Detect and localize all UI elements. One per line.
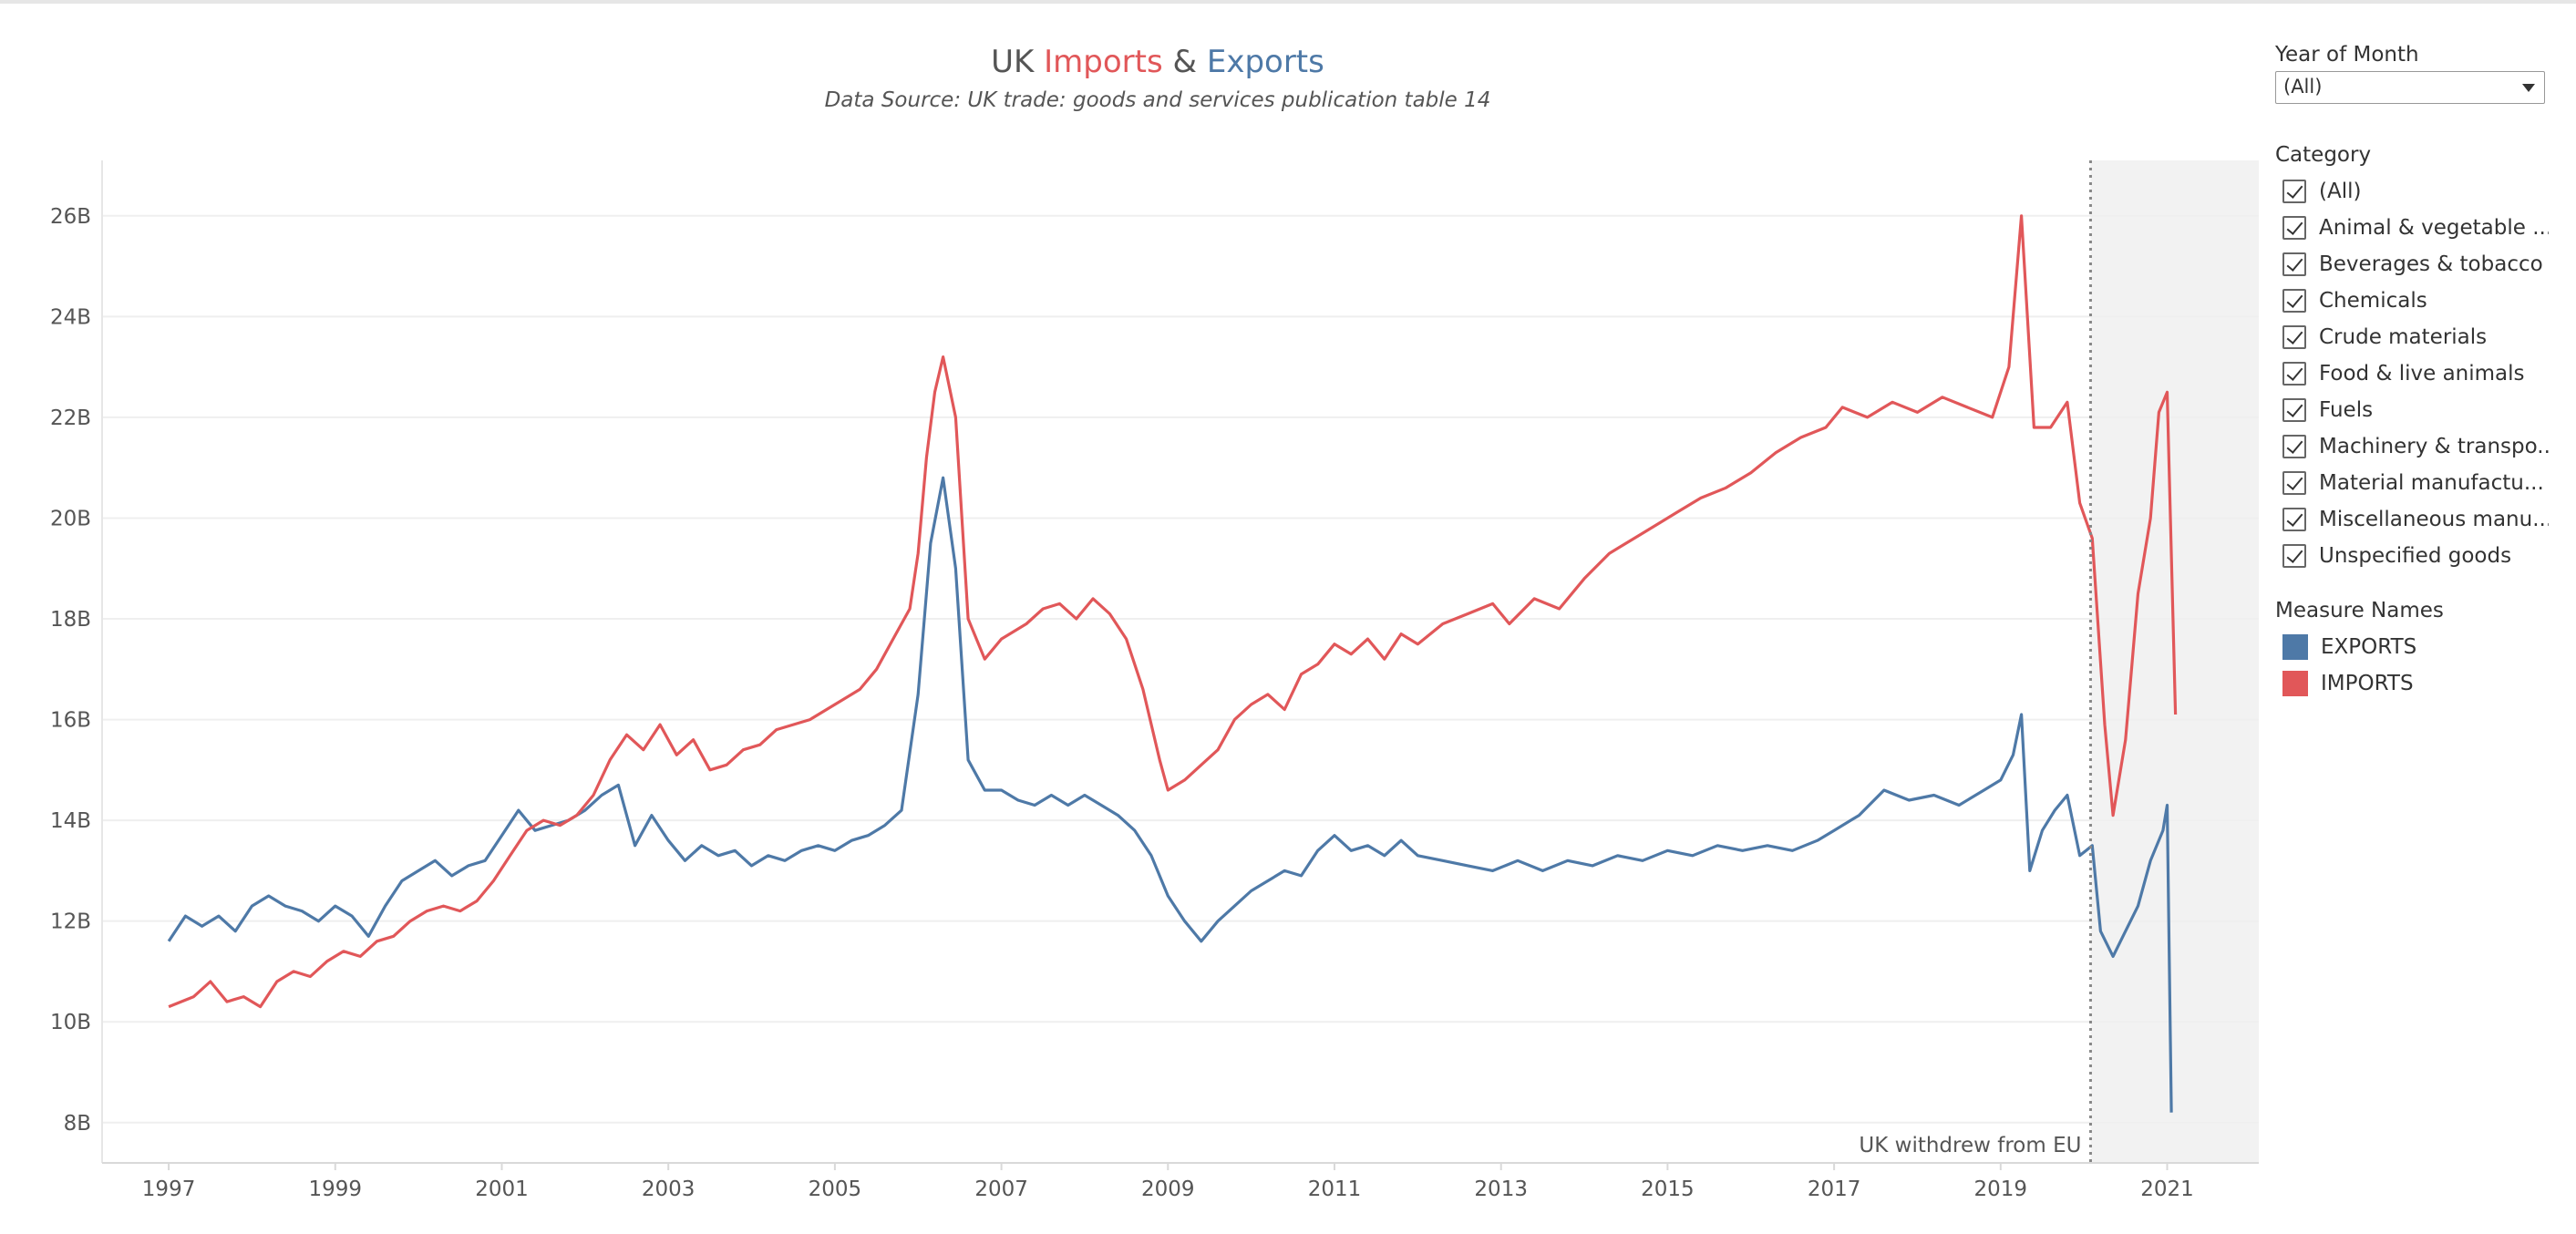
legend-title: Measure Names <box>2275 599 2444 622</box>
category-label: Unspecified goods <box>2319 544 2512 568</box>
category-filter-title: Category <box>2275 143 2372 167</box>
annotation-layer: UK withdrew from EU <box>1859 160 2092 1163</box>
x-tick-label: 2007 <box>974 1177 1028 1201</box>
chart-subtitle: Data Source: UK trade: goods and service… <box>824 88 1491 112</box>
withdrawal-annotation-label: UK withdrew from EU <box>1859 1134 2081 1157</box>
chart-header: UK Imports & Exports Data Source: UK tra… <box>100 42 2215 115</box>
legend-swatch-exports <box>2282 634 2308 660</box>
x-tick-label: 2005 <box>809 1177 862 1201</box>
x-tick-label: 2003 <box>642 1177 696 1201</box>
dropdown-value: (All) <box>2283 76 2323 98</box>
x-tick-label: 2021 <box>2140 1177 2194 1201</box>
y-tick-label: 20B <box>50 507 91 530</box>
x-tick-label: 2017 <box>1808 1177 1861 1201</box>
y-tick-label: 18B <box>50 608 91 632</box>
category-item-chemicals[interactable]: Chemicals <box>2275 283 2549 319</box>
checkbox-checked-icon[interactable] <box>2282 325 2306 349</box>
legend-label-exports: EXPORTS <box>2321 635 2417 659</box>
legend-label-imports: IMPORTS <box>2321 672 2414 695</box>
x-tick-label: 2015 <box>1641 1177 1695 1201</box>
x-tick-label: 2011 <box>1308 1177 1362 1201</box>
chart-title: UK Imports & Exports <box>100 42 2215 82</box>
category-item-material-manufactures[interactable]: Material manufactu... <box>2275 465 2549 501</box>
x-tick-label: 2009 <box>1141 1177 1195 1201</box>
checkbox-checked-icon[interactable] <box>2282 362 2306 386</box>
category-label: Fuels <box>2319 398 2374 422</box>
title-part-imports: Imports <box>1044 44 1163 80</box>
checkbox-checked-icon[interactable] <box>2282 435 2306 458</box>
category-item-animal-vegetable[interactable]: Animal & vegetable ... <box>2275 210 2549 246</box>
checkbox-checked-icon[interactable] <box>2282 544 2306 568</box>
category-item-unspecified[interactable]: Unspecified goods <box>2275 538 2549 574</box>
y-tick-label: 14B <box>50 809 91 833</box>
x-tick-label: 2013 <box>1474 1177 1528 1201</box>
checkbox-checked-icon[interactable] <box>2282 216 2306 240</box>
legend-item-exports[interactable]: EXPORTS <box>2275 629 2549 665</box>
x-axis: 1997 1999 2001 2003 2005 2007 2009 2011 2013 2015… <box>102 1162 2259 1201</box>
category-item-beverages-tobacco[interactable]: Beverages & tobacco <box>2275 246 2549 283</box>
category-item-all[interactable]: (All) <box>2275 173 2549 210</box>
category-label: Animal & vegetable ... <box>2319 216 2549 240</box>
title-part-exports: Exports <box>1206 44 1324 80</box>
measure-legend: Measure Names EXPORTS IMPORTS <box>2275 596 2549 702</box>
y-tick-label: 16B <box>50 709 91 733</box>
top-border <box>0 0 2576 4</box>
category-label: Chemicals <box>2319 289 2427 313</box>
checkbox-checked-icon[interactable] <box>2282 398 2306 422</box>
x-tick-label: 2019 <box>1974 1177 2028 1201</box>
category-filter: Category (All) Animal & vegetable ... Be… <box>2275 140 2549 574</box>
legend-swatch-imports <box>2282 671 2308 696</box>
category-label: Material manufactu... <box>2319 471 2544 495</box>
x-tick-label: 2001 <box>475 1177 529 1201</box>
category-item-crude-materials[interactable]: Crude materials <box>2275 319 2549 355</box>
y-tick-label: 24B <box>50 305 91 329</box>
y-tick-label: 26B <box>50 205 91 229</box>
category-label: Beverages & tobacco <box>2319 252 2543 276</box>
checkbox-checked-icon[interactable] <box>2282 252 2306 276</box>
category-list: (All) Animal & vegetable ... Beverages &… <box>2275 173 2549 574</box>
line-chart: 8B 10B 12B 14B 16B 18B 20B 22B 24B 26B 1997 1999 20… <box>50 160 2259 1201</box>
checkbox-checked-icon[interactable] <box>2282 471 2306 495</box>
series-line-imports <box>168 214 2178 1009</box>
checkbox-checked-icon[interactable] <box>2282 289 2306 313</box>
year-filter-title: Year of Month <box>2275 43 2419 67</box>
category-item-food-live-animals[interactable]: Food & live animals <box>2275 355 2549 392</box>
gridlines <box>101 160 2259 1163</box>
year-of-month-dropdown[interactable]: (All) <box>2275 71 2545 104</box>
x-tick-label: 1997 <box>142 1177 196 1201</box>
category-label: (All) <box>2319 180 2362 203</box>
category-label: Food & live animals <box>2319 362 2525 386</box>
y-tick-label: 12B <box>50 910 91 934</box>
category-item-miscellaneous[interactable]: Miscellaneous manu... <box>2275 501 2549 538</box>
y-tick-label: 22B <box>50 406 91 430</box>
legend-item-imports[interactable]: IMPORTS <box>2275 665 2549 702</box>
category-item-fuels[interactable]: Fuels <box>2275 392 2549 428</box>
y-tick-label: 10B <box>50 1011 91 1034</box>
chevron-down-icon <box>2522 84 2535 92</box>
title-part-and: & <box>1162 44 1207 80</box>
category-label: Crude materials <box>2319 325 2488 349</box>
y-axis: 8B 10B 12B 14B 16B 18B 20B 22B 24B 26B <box>50 205 91 1136</box>
category-label: Machinery & transpo... <box>2319 435 2549 458</box>
series-layer <box>167 214 2178 1113</box>
y-tick-label: 8B <box>64 1112 91 1136</box>
category-item-machinery[interactable]: Machinery & transpo... <box>2275 428 2549 465</box>
title-part-uk: UK <box>991 44 1045 80</box>
series-line-exports <box>167 476 2173 1113</box>
category-label: Miscellaneous manu... <box>2319 508 2549 531</box>
checkbox-checked-icon[interactable] <box>2282 508 2306 531</box>
filter-panel: Year of Month (All) Category (All) Anima… <box>2275 40 2549 702</box>
x-tick-label: 1999 <box>309 1177 363 1201</box>
checkbox-checked-icon[interactable] <box>2282 180 2306 203</box>
